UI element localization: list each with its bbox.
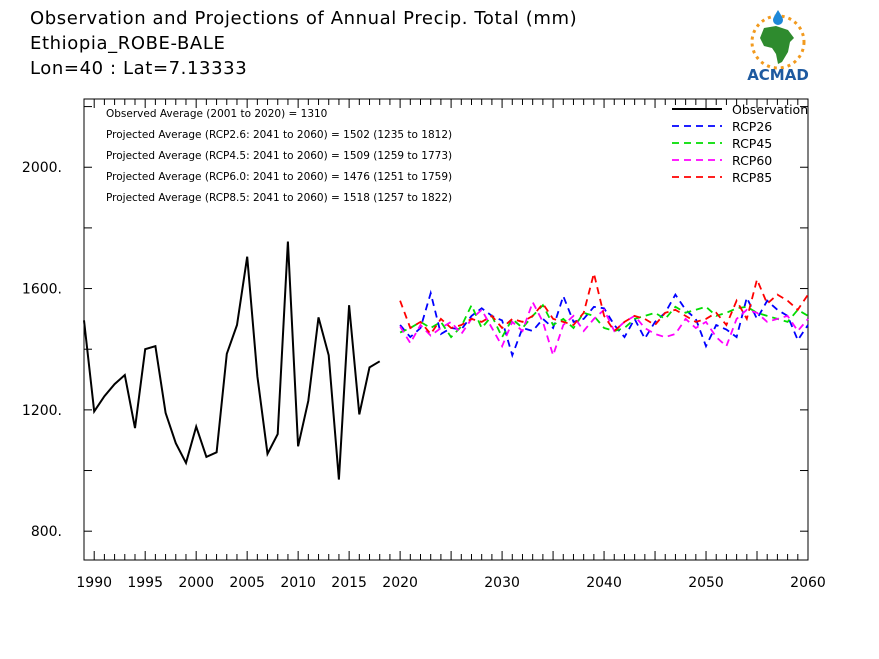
x-tick-label: 1990 [76,575,112,591]
x-tick-label: 2060 [790,575,826,591]
series-rcp26 [399,289,809,359]
legend-label: RCP85 [732,170,772,185]
station-name: Ethiopia_ROBE-BALE [30,33,226,54]
annotation-line: Projected Average (RCP8.5: 2041 to 2060)… [106,192,452,204]
water-drop-icon [773,10,783,25]
legend-label: RCP45 [732,136,772,151]
annotation-line: Projected Average (RCP6.0: 2041 to 2060)… [106,171,452,183]
y-tick-label: 2000. [22,160,62,176]
x-tick-label: 2040 [586,575,622,591]
station-coordinates: Lon=40 : Lat=7.13333 [30,58,248,79]
x-tick-label: 2000 [178,575,214,591]
y-tick-label: 1600. [22,282,62,298]
axis-tick-labels: 1990 1995 2000 2005 2010 2015 2020 2030 2040 2050… [22,160,826,591]
plot-frame [83,98,809,561]
legend-label: RCP26 [732,119,772,134]
legend-label: Observation [732,102,808,117]
series-lines [83,241,809,480]
x-tick-label: 2050 [688,575,724,591]
logo-text: ACMAD [747,66,809,84]
annotations: Observed Average (2001 to 2020) = 1310 Pr… [106,108,452,204]
x-tick-label: 2015 [331,575,367,591]
x-tick-label: 2020 [382,575,418,591]
annotation-line: Observed Average (2001 to 2020) = 1310 [106,108,327,120]
series-rcp85 [399,273,809,336]
legend: Observation RCP26 RCP45 RCP60 RCP85 [672,102,808,185]
y-tick-label: 800. [31,524,62,540]
series-rcp60 [399,299,809,359]
africa-map-icon [760,26,794,64]
x-tick-label: 2005 [229,575,265,591]
chart-title: Observation and Projections of Annual Pr… [30,8,578,29]
annotation-line: Projected Average (RCP2.6: 2041 to 2060)… [106,129,452,141]
annotation-line: Projected Average (RCP4.5: 2041 to 2060)… [106,150,452,162]
acmad-logo: ACMAD [738,8,818,88]
y-tick-label: 1200. [22,403,62,419]
x-tick-label: 2030 [484,575,520,591]
x-tick-label: 1995 [127,575,163,591]
axis-ticks [84,99,809,560]
legend-label: RCP60 [732,153,772,168]
x-tick-label: 2010 [280,575,316,591]
series-observation [83,241,381,480]
